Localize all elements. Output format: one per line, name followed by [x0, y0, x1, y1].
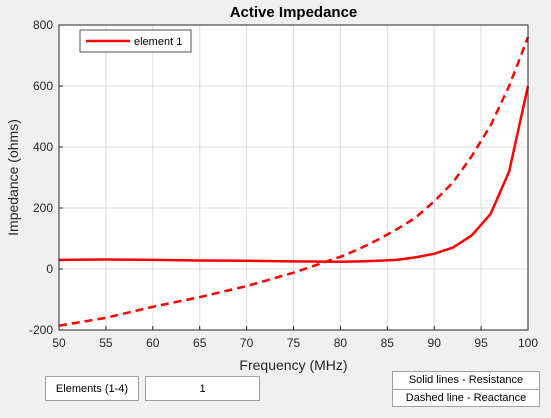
- legend: element 1: [79, 29, 192, 53]
- dashed-line-note: Dashed line - Reactance: [393, 389, 539, 407]
- y-tick-label: 200: [33, 201, 53, 215]
- elements-label: Elements (1-4): [45, 376, 139, 401]
- x-tick-label: 80: [334, 336, 348, 350]
- tick-labels: 50 55 60 65 70 75 80 85 90 95 100 -200 0 200 400 600 800: [29, 18, 538, 350]
- x-tick-label: 90: [428, 336, 442, 350]
- legend-entry-label: element 1: [134, 36, 182, 48]
- y-tick-label: 400: [33, 140, 53, 154]
- line-style-note: Solid lines - Resistance Dashed line - R…: [392, 371, 540, 407]
- y-tick-label: -200: [29, 323, 53, 337]
- y-tick-label: 0: [46, 262, 53, 276]
- x-tick-label: 60: [146, 336, 160, 350]
- x-tick-label: 100: [518, 336, 538, 350]
- x-tick-label: 70: [240, 336, 254, 350]
- series-lines: [58, 36, 530, 327]
- y-tick-label: 600: [33, 79, 53, 93]
- impedance-chart: 50 55 60 65 70 75 80 85 90 95 100 -200 0 200 400 600 800…: [5, 4, 539, 373]
- resistance-line: [58, 85, 530, 263]
- solid-lines-note: Solid lines - Resistance: [408, 374, 524, 386]
- chart-title: Active Impedance: [230, 4, 358, 21]
- x-tick-label: 65: [193, 336, 207, 350]
- y-tick-label: 800: [33, 18, 53, 32]
- elements-input[interactable]: 1: [145, 376, 260, 401]
- x-tick-label: 75: [287, 336, 301, 350]
- x-axis-label: Frequency (MHz): [239, 357, 347, 373]
- legend-box: [79, 29, 192, 53]
- x-tick-label: 95: [474, 336, 488, 350]
- x-tick-label: 85: [381, 336, 395, 350]
- x-tick-label: 55: [99, 336, 113, 350]
- reactance-line: [58, 36, 530, 327]
- x-tick-label: 50: [52, 336, 66, 350]
- y-axis-label: Impedance (ohms): [5, 119, 21, 236]
